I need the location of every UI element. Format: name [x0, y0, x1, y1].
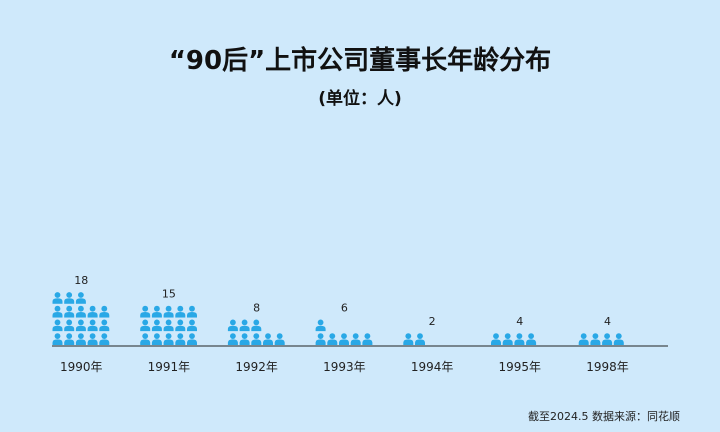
person-icon [526, 333, 537, 345]
person-icon [514, 333, 525, 345]
person-icon [175, 333, 186, 345]
person-icon [403, 333, 414, 345]
bar-1994年 [403, 333, 425, 345]
data-label: 2 [429, 315, 436, 328]
person-icon [491, 333, 501, 345]
person-icon [415, 333, 425, 345]
person-icon [175, 305, 186, 318]
person-icon [502, 333, 513, 345]
person-icon [140, 305, 151, 318]
data-label: 4 [516, 315, 523, 328]
person-icon [64, 292, 75, 304]
x-tick-label: 1993年 [323, 360, 366, 374]
person-icon [64, 305, 75, 318]
person-icon [140, 319, 151, 332]
person-icon [227, 319, 238, 332]
person-icon [140, 333, 151, 345]
person-icon [251, 319, 262, 332]
person-icon [151, 305, 162, 318]
person-icon [274, 333, 285, 345]
person-icon [239, 333, 250, 345]
person-icon [602, 333, 613, 345]
person-icon [613, 333, 624, 345]
chart-subtitle: (单位：人) [318, 89, 402, 109]
person-icon [64, 333, 75, 345]
person-icon [239, 319, 250, 332]
bar-1991年 [140, 305, 197, 345]
person-icon [315, 319, 326, 332]
person-icon [99, 333, 110, 345]
x-tick-label: 1992年 [235, 360, 278, 374]
person-icon [590, 333, 601, 345]
person-icon [578, 333, 589, 345]
data-label: 4 [604, 315, 611, 328]
person-icon [52, 305, 63, 318]
person-icon [87, 305, 98, 318]
person-icon [163, 319, 174, 332]
person-icon [52, 333, 63, 345]
person-icon [75, 292, 86, 304]
x-tick-label: 1990年 [60, 360, 103, 374]
person-icon [75, 319, 86, 332]
person-icon [251, 333, 262, 345]
person-icon [151, 333, 162, 345]
bar-1992年 [227, 319, 285, 345]
person-icon [362, 333, 373, 345]
source-note: 截至2024.5 数据来源：同花顺 [528, 410, 680, 423]
data-label: 6 [341, 301, 348, 314]
person-icon [75, 333, 86, 345]
data-label: 18 [74, 274, 88, 287]
person-icon [187, 333, 197, 345]
person-icon [163, 333, 174, 345]
data-label: 15 [162, 288, 176, 301]
x-tick-label: 1995年 [499, 360, 542, 374]
person-icon [75, 305, 86, 318]
person-icon [64, 319, 75, 332]
x-tick-label: 1991年 [148, 360, 191, 374]
person-icon [151, 319, 162, 332]
bar-1998年 [578, 333, 624, 345]
person-icon [175, 319, 186, 332]
person-icon [163, 305, 174, 318]
person-icon [99, 319, 110, 332]
bar-1993年 [315, 319, 373, 345]
x-tick-label: 1998年 [586, 360, 629, 374]
person-icon [263, 333, 273, 345]
person-icon [87, 319, 98, 332]
person-icon [99, 305, 110, 318]
person-icon [315, 333, 326, 345]
bar-1990年 [52, 292, 110, 345]
x-tick-label: 1994年 [411, 360, 454, 374]
person-icon [187, 319, 197, 332]
data-label: 8 [253, 301, 260, 314]
person-icon [327, 333, 338, 345]
person-icon [187, 305, 197, 318]
person-icon [227, 333, 238, 345]
person-icon [350, 333, 361, 345]
person-icon [52, 319, 63, 332]
person-icon [339, 333, 349, 345]
chart-title: “90后”上市公司董事长年龄分布 [168, 46, 552, 76]
person-icon [52, 292, 63, 304]
person-icon [87, 333, 98, 345]
bar-1995年 [491, 333, 537, 345]
